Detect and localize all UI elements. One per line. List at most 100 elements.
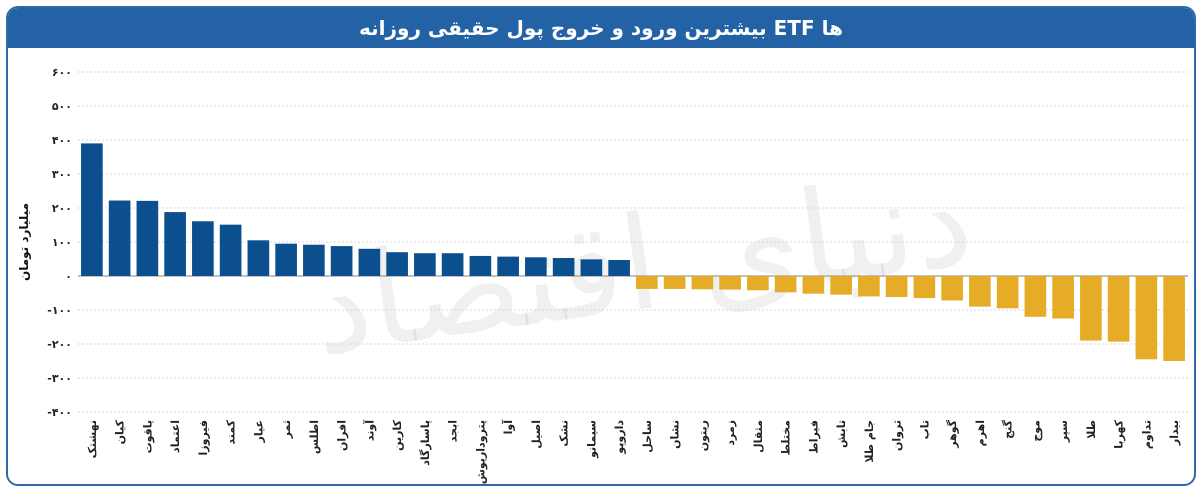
y-axis-label: میلیارد تومان [17, 203, 32, 281]
y-tick-label: ۵۰۰ [52, 100, 72, 113]
bar-27 [802, 276, 825, 294]
category-label: نهشتک [86, 420, 99, 458]
bar-37 [1080, 276, 1102, 341]
category-label: عیار [252, 420, 265, 443]
category-label: گوهر [946, 419, 959, 448]
bar-40 [1163, 276, 1185, 361]
category-label: آوند [362, 420, 376, 441]
bar-39 [1135, 276, 1158, 360]
bar-34 [996, 276, 1019, 309]
y-axis: ۶۰۰ ۵۰۰ ۴۰۰ ۳۰۰ ۲۰۰ ۱۰۰ ۰ -۱۰۰ -۲۰۰ -۳۰۰ -۴۰۰ میلیا… [17, 66, 72, 419]
category-label: اطلس [308, 420, 321, 454]
bar-22 [663, 276, 686, 289]
bar-14 [441, 253, 464, 276]
category-label: سپر [1057, 420, 1070, 443]
chart-title: بیشترین ورود و خروج پول حقیقی روزانه ETF… [359, 16, 843, 40]
bar-chart: دنیای اقتصاد ۶۰۰۵۰۰۴۰۰۳۰۰۲۰۰۱۰۰۰-۱۰۰-۲۰۰… [17, 66, 1188, 484]
category-label: نشک [558, 420, 571, 447]
y-tick-label: ۲۰۰ [52, 202, 72, 215]
category-label: کهربا [1113, 419, 1126, 448]
x-axis: نهشتک کیان یاقوت اعتماد فیروزا کمند عیار ثمر اطل… [86, 419, 1181, 484]
category-label: ریتون [696, 420, 709, 451]
bar-10 [330, 246, 353, 276]
category-label: اصیل [530, 420, 543, 449]
y-tick-label: ۱۰۰ [52, 236, 72, 249]
gridlines [78, 71, 1188, 413]
category-label: ابجد [447, 420, 460, 442]
chart-header: بیشترین ورود و خروج پول حقیقی روزانه ETF… [8, 8, 1194, 48]
bar-30 [885, 276, 908, 298]
category-label: یاقوت [141, 420, 154, 453]
category-label: ثمر [280, 420, 293, 439]
category-label: فیروزا [197, 420, 210, 455]
category-label: ساحل [641, 420, 654, 453]
bar-6 [219, 224, 242, 276]
bar-4 [164, 212, 186, 276]
category-label: فیراط [807, 420, 820, 454]
category-label: مثقال [752, 420, 765, 453]
bar-31 [913, 276, 936, 299]
bar-16 [497, 256, 519, 276]
bar-17 [525, 257, 547, 276]
bar-19 [580, 259, 603, 276]
bar-38 [1107, 276, 1130, 342]
category-label: بیدار [1168, 420, 1181, 446]
bar-18 [552, 257, 575, 276]
category-label: کیان [114, 419, 127, 444]
bar-3 [136, 200, 159, 276]
category-label: داروپو [613, 420, 626, 455]
bar-7 [247, 240, 270, 276]
category-label: سیمانو [585, 420, 598, 459]
y-tick-label: -۲۰۰ [47, 338, 72, 351]
bar-36 [1052, 276, 1074, 319]
y-tick-label: -۴۰۰ [47, 406, 72, 419]
bar-25 [747, 276, 769, 291]
category-label: کارین [391, 419, 404, 450]
y-tick-label: -۳۰۰ [47, 372, 72, 385]
bar-12 [386, 252, 408, 276]
bar-13 [414, 253, 436, 276]
bar-5 [192, 221, 214, 276]
category-label: پتروداریوش [474, 420, 487, 484]
bar-32 [941, 276, 963, 301]
bar-9 [303, 244, 325, 276]
category-label: آوا [501, 420, 515, 435]
bar-29 [858, 276, 880, 297]
category-label: اهرم [974, 420, 987, 446]
category-label: ثروان [891, 420, 904, 451]
category-label: نشان [669, 420, 682, 449]
y-tick-label: ۰ [65, 270, 72, 283]
bar-35 [1024, 276, 1047, 317]
bar-20 [608, 260, 630, 276]
category-label: زمرد [724, 420, 737, 446]
y-tick-label: ۴۰۰ [52, 134, 72, 147]
bars [81, 143, 1185, 361]
category-label: اعتماد [169, 420, 182, 453]
bar-24 [719, 276, 741, 290]
category-label: گنج [1002, 419, 1015, 438]
y-tick-label: ۳۰۰ [52, 168, 72, 181]
category-label: جام طلا [863, 420, 876, 463]
category-label: کمند [225, 419, 238, 444]
bar-11 [358, 248, 381, 276]
bar-2 [108, 200, 131, 276]
bar-28 [830, 276, 852, 295]
bar-8 [275, 243, 297, 276]
bar-1 [81, 143, 103, 276]
chart-frame: بیشترین ورود و خروج پول حقیقی روزانه ETF… [6, 6, 1196, 486]
category-label: تاب [918, 420, 931, 439]
category-label: تابش [835, 420, 848, 448]
category-label: پاسارگاد [419, 420, 432, 466]
bar-33 [969, 276, 991, 307]
bar-21 [636, 276, 658, 289]
category-label: مختلط [780, 420, 793, 456]
bar-26 [774, 276, 797, 293]
bar-15 [469, 255, 492, 276]
y-tick-label: ۶۰۰ [52, 66, 72, 79]
y-tick-label: -۱۰۰ [47, 304, 72, 317]
bar-23 [691, 276, 714, 290]
category-label: موج [1029, 420, 1043, 442]
category-label: تداوم [1140, 420, 1153, 449]
category-label: طلا [1085, 420, 1098, 439]
category-label: افران [336, 420, 349, 451]
